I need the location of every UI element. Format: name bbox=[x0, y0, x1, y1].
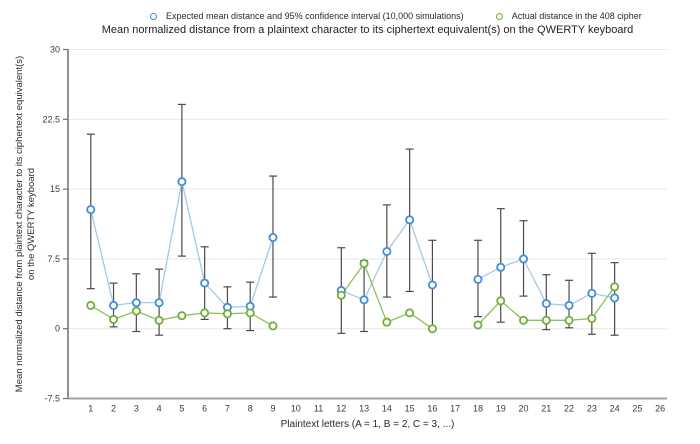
svg-text:5: 5 bbox=[179, 404, 184, 414]
svg-text:14: 14 bbox=[382, 404, 392, 414]
error-bars bbox=[86, 103, 619, 336]
svg-text:30: 30 bbox=[50, 45, 60, 55]
svg-text:-7.5: -7.5 bbox=[44, 394, 60, 404]
gridlines bbox=[68, 49, 667, 330]
svg-text:7: 7 bbox=[225, 404, 230, 414]
expected-series-marker-icon bbox=[150, 12, 157, 20]
svg-text:7.5: 7.5 bbox=[47, 254, 60, 264]
svg-text:16: 16 bbox=[427, 404, 437, 414]
expected-series-markers bbox=[86, 177, 620, 312]
legend-label-actual: Actual distance in the 408 cipher bbox=[511, 11, 642, 21]
svg-text:15: 15 bbox=[50, 184, 60, 194]
x-axis-label: Plaintext letters (A = 1, B = 2, C = 3, … bbox=[280, 419, 455, 430]
svg-text:4: 4 bbox=[157, 404, 162, 414]
svg-text:6: 6 bbox=[202, 404, 207, 414]
axes bbox=[63, 48, 667, 400]
svg-text:22: 22 bbox=[564, 404, 574, 414]
svg-text:19: 19 bbox=[496, 404, 506, 414]
svg-text:22.5: 22.5 bbox=[42, 114, 60, 124]
svg-text:24: 24 bbox=[610, 404, 620, 414]
svg-text:17: 17 bbox=[450, 404, 460, 414]
svg-text:12: 12 bbox=[336, 404, 346, 414]
actual-series-marker-icon bbox=[495, 12, 503, 20]
svg-text:10: 10 bbox=[291, 404, 301, 414]
x-tick-labels: 1 2 3 4 5 6 7 8 9 10 11 12 13 14 15 16 17 18 19 20 21 22 23 24 2… bbox=[88, 404, 665, 414]
svg-text:8: 8 bbox=[248, 404, 253, 414]
legend-label-expected: Expected mean distance and 95% confidenc… bbox=[166, 11, 464, 21]
svg-text:25: 25 bbox=[632, 404, 642, 414]
legend-item-expected: Expected mean distance and 95% confidenc… bbox=[150, 11, 464, 21]
y-tick-labels: 30 22.5 15 7.5 0 -7.5 bbox=[42, 45, 60, 404]
expected-series-line bbox=[90, 181, 615, 308]
svg-text:20: 20 bbox=[519, 404, 529, 414]
svg-text:0: 0 bbox=[55, 324, 60, 334]
svg-text:2: 2 bbox=[111, 404, 116, 414]
svg-text:23: 23 bbox=[587, 404, 597, 414]
svg-text:13: 13 bbox=[359, 404, 369, 414]
actual-series-markers bbox=[86, 259, 620, 334]
actual-series-line bbox=[90, 262, 616, 330]
svg-text:1: 1 bbox=[88, 404, 93, 414]
chart-title: Mean normalized distance from a plaintex… bbox=[101, 24, 634, 36]
svg-text:26: 26 bbox=[655, 404, 665, 414]
svg-text:15: 15 bbox=[405, 404, 415, 414]
svg-text:11: 11 bbox=[314, 404, 323, 414]
svg-text:21: 21 bbox=[541, 404, 551, 414]
svg-text:18: 18 bbox=[473, 404, 483, 414]
legend-item-actual: Actual distance in the 408 cipher bbox=[495, 11, 642, 21]
legend: Expected mean distance and 95% confidenc… bbox=[150, 11, 642, 21]
svg-text:3: 3 bbox=[134, 404, 139, 414]
svg-text:9: 9 bbox=[270, 404, 275, 414]
